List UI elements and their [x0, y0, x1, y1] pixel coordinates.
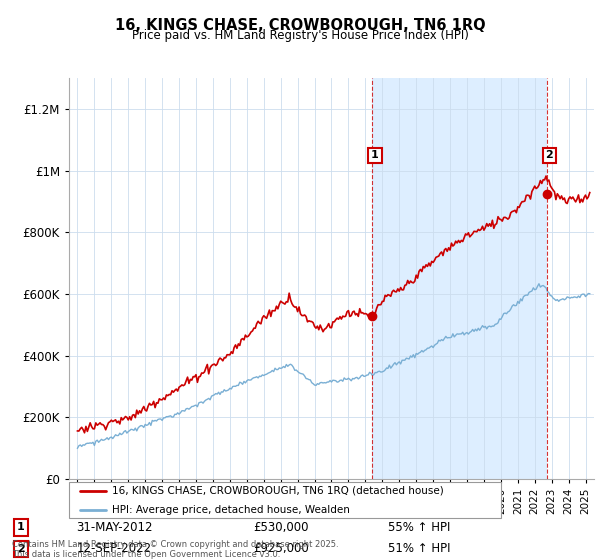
- Text: 16, KINGS CHASE, CROWBOROUGH, TN6 1RQ: 16, KINGS CHASE, CROWBOROUGH, TN6 1RQ: [115, 18, 485, 33]
- Text: Price paid vs. HM Land Registry's House Price Index (HPI): Price paid vs. HM Land Registry's House …: [131, 29, 469, 42]
- Text: 16, KINGS CHASE, CROWBOROUGH, TN6 1RQ (detached house): 16, KINGS CHASE, CROWBOROUGH, TN6 1RQ (d…: [112, 486, 444, 496]
- Text: 12-SEP-2022: 12-SEP-2022: [77, 542, 152, 556]
- Text: 2: 2: [545, 151, 553, 160]
- Text: HPI: Average price, detached house, Wealden: HPI: Average price, detached house, Weal…: [112, 505, 350, 515]
- FancyBboxPatch shape: [69, 482, 501, 518]
- Text: 2: 2: [17, 544, 25, 554]
- Text: 1: 1: [17, 522, 25, 533]
- Bar: [373, 78, 547, 479]
- Text: Contains HM Land Registry data © Crown copyright and database right 2025.
This d: Contains HM Land Registry data © Crown c…: [12, 540, 338, 559]
- Text: 51% ↑ HPI: 51% ↑ HPI: [388, 542, 451, 556]
- Text: 55% ↑ HPI: 55% ↑ HPI: [388, 521, 451, 534]
- Text: £530,000: £530,000: [253, 521, 308, 534]
- Text: £925,000: £925,000: [253, 542, 309, 556]
- Text: 31-MAY-2012: 31-MAY-2012: [77, 521, 153, 534]
- Text: 1: 1: [371, 151, 379, 160]
